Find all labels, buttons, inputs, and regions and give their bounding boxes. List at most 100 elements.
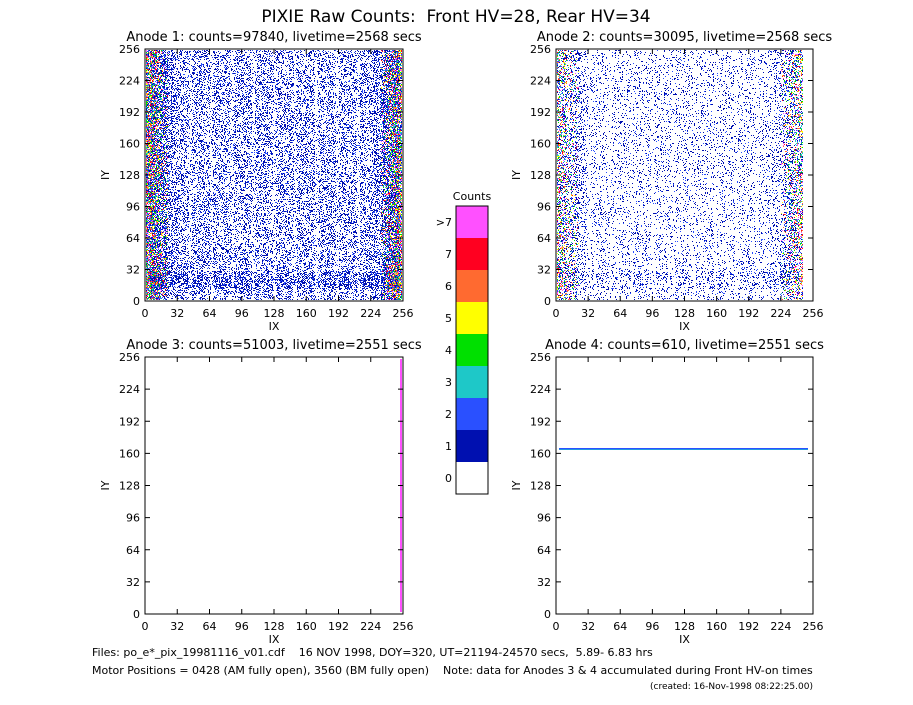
panel-title: Anode 3: counts=51003, livetime=2551 sec… xyxy=(126,338,422,353)
y-tick-label: 160 xyxy=(119,138,140,151)
colorbar-cell xyxy=(456,430,488,462)
colorbar-label: 1 xyxy=(445,440,452,453)
y-tick-label: 256 xyxy=(119,43,140,56)
x-tick-label: 64 xyxy=(613,620,627,633)
x-axis-label: IX xyxy=(269,320,280,333)
colorbar-label: 5 xyxy=(445,312,452,325)
x-tick-label: 224 xyxy=(770,307,791,320)
x-axis-label: IX xyxy=(269,633,280,646)
x-tick-label: 32 xyxy=(170,307,184,320)
colorbar-label: 3 xyxy=(445,376,452,389)
x-tick-label: 64 xyxy=(203,620,217,633)
x-tick-label: 32 xyxy=(170,620,184,633)
x-tick-label: 128 xyxy=(264,620,285,633)
colorbar-label: 2 xyxy=(445,408,452,421)
y-tick-label: 224 xyxy=(119,75,140,88)
panel-title: Anode 1: counts=97840, livetime=2568 sec… xyxy=(126,30,422,45)
y-tick-label: 128 xyxy=(119,480,140,493)
x-tick-label: 192 xyxy=(738,307,759,320)
x-tick-label: 0 xyxy=(142,620,149,633)
x-tick-label: 32 xyxy=(581,620,595,633)
x-tick-label: 96 xyxy=(645,620,659,633)
y-axis-label: IY xyxy=(99,170,112,180)
x-tick-label: 224 xyxy=(360,620,381,633)
footer-line: Files: po_e*_pix_19981116_v01.cdf 16 NOV… xyxy=(92,646,653,659)
x-axis-label: IX xyxy=(679,320,690,333)
y-tick-label: 96 xyxy=(126,201,140,214)
y-tick-label: 96 xyxy=(537,201,551,214)
x-axis-label: IX xyxy=(679,633,690,646)
x-tick-label: 160 xyxy=(296,307,317,320)
y-tick-label: 0 xyxy=(544,608,551,621)
colorbar-frame xyxy=(455,205,489,495)
colorbar-cell xyxy=(456,462,488,494)
y-tick-label: 32 xyxy=(537,264,551,277)
y-axis-label: IY xyxy=(510,170,523,180)
x-tick-label: 128 xyxy=(674,620,695,633)
x-tick-label: 256 xyxy=(803,620,824,633)
y-tick-label: 0 xyxy=(133,608,140,621)
x-tick-label: 128 xyxy=(674,307,695,320)
colorbar-cell xyxy=(456,398,488,430)
y-axis-label: IY xyxy=(510,480,523,490)
y-tick-label: 192 xyxy=(119,415,140,428)
y-tick-label: 192 xyxy=(119,106,140,119)
pixel-texture xyxy=(559,449,808,450)
x-tick-label: 192 xyxy=(328,620,349,633)
x-tick-label: 32 xyxy=(581,307,595,320)
y-tick-label: 32 xyxy=(537,576,551,589)
y-tick-label: 224 xyxy=(530,75,551,88)
colorbar-label: 4 xyxy=(445,344,452,357)
pixel-texture xyxy=(146,50,402,300)
y-tick-label: 64 xyxy=(537,544,551,557)
colorbar-cell xyxy=(456,270,488,302)
x-tick-label: 96 xyxy=(235,307,249,320)
x-tick-label: 0 xyxy=(142,307,149,320)
y-tick-label: 160 xyxy=(530,447,551,460)
x-tick-label: 256 xyxy=(803,307,824,320)
colorbar-label: 0 xyxy=(445,472,452,485)
x-tick-label: 96 xyxy=(235,620,249,633)
x-tick-label: 192 xyxy=(328,307,349,320)
y-tick-label: 32 xyxy=(126,264,140,277)
colorbar-title: Counts xyxy=(453,190,492,203)
panel-title: Anode 2: counts=30095, livetime=2568 sec… xyxy=(537,30,833,45)
y-tick-label: 32 xyxy=(126,576,140,589)
x-tick-label: 224 xyxy=(770,620,791,633)
y-tick-label: 192 xyxy=(530,415,551,428)
y-tick-label: 64 xyxy=(537,232,551,245)
y-tick-label: 128 xyxy=(119,169,140,182)
x-tick-label: 160 xyxy=(296,620,317,633)
y-axis-label: IY xyxy=(99,480,112,490)
y-tick-label: 128 xyxy=(530,480,551,493)
footer-created: (created: 16-Nov-1998 08:22:25.00) xyxy=(650,682,813,692)
colorbar-cell xyxy=(456,238,488,270)
y-tick-label: 256 xyxy=(119,351,140,364)
plot-frame xyxy=(144,356,404,615)
colorbar-cell xyxy=(456,206,488,238)
x-tick-label: 256 xyxy=(393,620,414,633)
y-tick-label: 160 xyxy=(119,447,140,460)
x-tick-label: 160 xyxy=(706,307,727,320)
y-tick-label: 192 xyxy=(530,106,551,119)
pixel-texture xyxy=(146,50,402,300)
footer-line: Motor Positions = 0428 (AM fully open), … xyxy=(92,664,813,677)
x-tick-label: 160 xyxy=(706,620,727,633)
x-tick-label: 0 xyxy=(553,620,560,633)
y-tick-label: 0 xyxy=(133,295,140,308)
colorbar-label: 7 xyxy=(445,248,452,261)
y-tick-label: 96 xyxy=(537,512,551,525)
y-tick-label: 64 xyxy=(126,544,140,557)
colorbar-cell xyxy=(456,302,488,334)
plot-frame xyxy=(555,356,814,615)
panel-title: Anode 4: counts=610, livetime=2551 secs xyxy=(545,338,824,353)
y-tick-label: 256 xyxy=(530,351,551,364)
x-tick-label: 128 xyxy=(264,307,285,320)
x-tick-label: 96 xyxy=(645,307,659,320)
x-tick-label: 256 xyxy=(393,307,414,320)
x-tick-label: 224 xyxy=(360,307,381,320)
x-tick-label: 0 xyxy=(553,307,560,320)
colorbar-label: 6 xyxy=(445,280,452,293)
y-tick-label: 128 xyxy=(530,169,551,182)
